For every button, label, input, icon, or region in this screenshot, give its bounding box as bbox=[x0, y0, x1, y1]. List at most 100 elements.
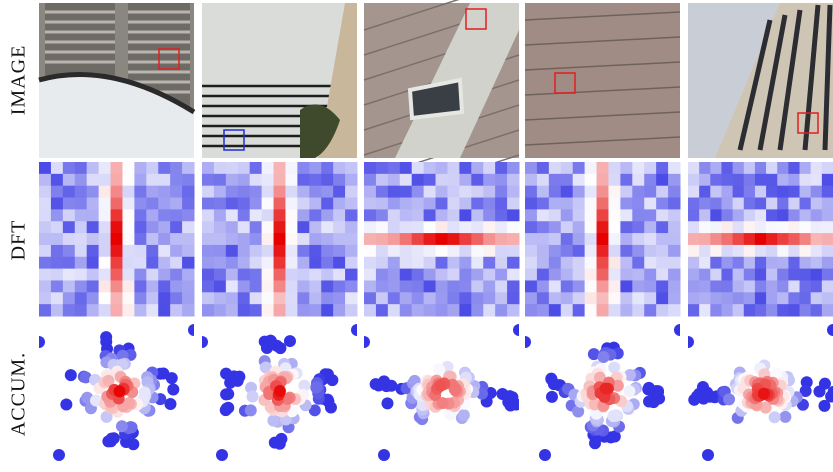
dft-cell bbox=[122, 221, 134, 233]
dft-cell bbox=[63, 186, 75, 198]
dft-cell bbox=[226, 280, 238, 292]
dft-cell bbox=[710, 221, 722, 233]
dft-cell bbox=[364, 257, 376, 269]
dft-cell bbox=[111, 162, 123, 174]
dft-cell bbox=[755, 209, 767, 221]
dft-cell bbox=[561, 292, 573, 304]
dft-cell bbox=[345, 292, 357, 304]
dft-cell bbox=[585, 162, 597, 174]
dft-cell bbox=[333, 245, 345, 257]
dft-cell bbox=[744, 233, 756, 245]
dft-cell bbox=[412, 233, 424, 245]
dft-cell bbox=[537, 280, 549, 292]
dft-cell bbox=[459, 304, 471, 316]
dft-cell bbox=[51, 162, 63, 174]
dft-cell bbox=[436, 186, 448, 198]
dft-cell bbox=[561, 304, 573, 316]
dft-cell bbox=[811, 186, 823, 198]
dft-cell bbox=[585, 209, 597, 221]
dft-cell bbox=[620, 257, 632, 269]
dft-cell bbox=[656, 280, 668, 292]
dft-cell bbox=[134, 233, 146, 245]
dft-panel bbox=[525, 162, 681, 317]
dft-cell bbox=[471, 257, 483, 269]
dft-cell bbox=[309, 186, 321, 198]
dft-cell bbox=[800, 233, 812, 245]
dft-cell bbox=[170, 292, 182, 304]
dft-cell bbox=[309, 174, 321, 186]
dft-cell bbox=[214, 198, 226, 210]
dft-cell bbox=[632, 269, 644, 281]
dft-cell bbox=[333, 269, 345, 281]
dft-cell bbox=[620, 174, 632, 186]
dft-cell bbox=[573, 186, 585, 198]
dft-cell bbox=[51, 233, 63, 245]
dft-cell bbox=[274, 257, 286, 269]
dft-cell bbox=[721, 280, 733, 292]
dft-cell bbox=[495, 269, 507, 281]
dft-cell bbox=[388, 292, 400, 304]
dft-cell bbox=[250, 280, 262, 292]
dft-cell bbox=[400, 233, 412, 245]
accum-dot bbox=[65, 369, 77, 381]
dft-cell bbox=[250, 245, 262, 257]
dft-cell bbox=[447, 186, 459, 198]
dft-cell bbox=[721, 198, 733, 210]
accum-dot bbox=[233, 371, 245, 383]
dft-cell bbox=[202, 174, 214, 186]
dft-cell bbox=[721, 269, 733, 281]
dft-cell bbox=[777, 257, 789, 269]
dft-cell bbox=[495, 186, 507, 198]
dft-cell bbox=[250, 162, 262, 174]
dft-cell bbox=[285, 280, 297, 292]
dft-cell bbox=[471, 292, 483, 304]
dft-cell bbox=[573, 257, 585, 269]
dft-cell bbox=[688, 221, 700, 233]
dft-cell bbox=[766, 269, 778, 281]
dft-cell bbox=[51, 304, 63, 316]
dft-cell bbox=[471, 209, 483, 221]
dft-cell bbox=[345, 186, 357, 198]
dft-cell bbox=[226, 233, 238, 245]
accum-panel bbox=[519, 324, 686, 461]
dft-cell bbox=[766, 280, 778, 292]
dft-cell bbox=[226, 174, 238, 186]
figure: IMAGE DFT ACCUM. bbox=[0, 0, 833, 472]
dft-cell bbox=[495, 174, 507, 186]
dft-cell bbox=[345, 269, 357, 281]
dft-cell bbox=[134, 209, 146, 221]
dft-cell bbox=[549, 292, 561, 304]
dft-cell bbox=[75, 221, 87, 233]
dft-cell bbox=[388, 233, 400, 245]
dft-cell bbox=[75, 209, 87, 221]
dft-cell bbox=[766, 221, 778, 233]
dft-cell bbox=[364, 162, 376, 174]
dft-cell bbox=[549, 209, 561, 221]
dft-cell bbox=[99, 257, 111, 269]
dft-cell bbox=[285, 233, 297, 245]
dft-cell bbox=[620, 186, 632, 198]
dft-cell bbox=[99, 174, 111, 186]
dft-cell bbox=[721, 186, 733, 198]
dft-cell bbox=[297, 198, 309, 210]
dft-cell bbox=[644, 245, 656, 257]
dft-cell bbox=[459, 162, 471, 174]
dft-cell bbox=[87, 233, 99, 245]
dft-cell bbox=[471, 198, 483, 210]
accum-dot bbox=[245, 404, 257, 416]
dft-cell bbox=[262, 269, 274, 281]
dft-cell bbox=[699, 280, 711, 292]
dft-cell bbox=[111, 304, 123, 316]
dft-cell bbox=[297, 162, 309, 174]
dft-cell bbox=[561, 209, 573, 221]
dft-cell bbox=[274, 221, 286, 233]
accum-dot bbox=[222, 402, 234, 414]
dft-cell bbox=[182, 245, 194, 257]
dft-cell bbox=[597, 245, 609, 257]
dft-cell bbox=[561, 162, 573, 174]
dft-cell bbox=[51, 269, 63, 281]
dft-cell bbox=[39, 245, 51, 257]
dft-cell bbox=[447, 174, 459, 186]
accum-dot bbox=[378, 449, 390, 461]
dft-cell bbox=[158, 174, 170, 186]
